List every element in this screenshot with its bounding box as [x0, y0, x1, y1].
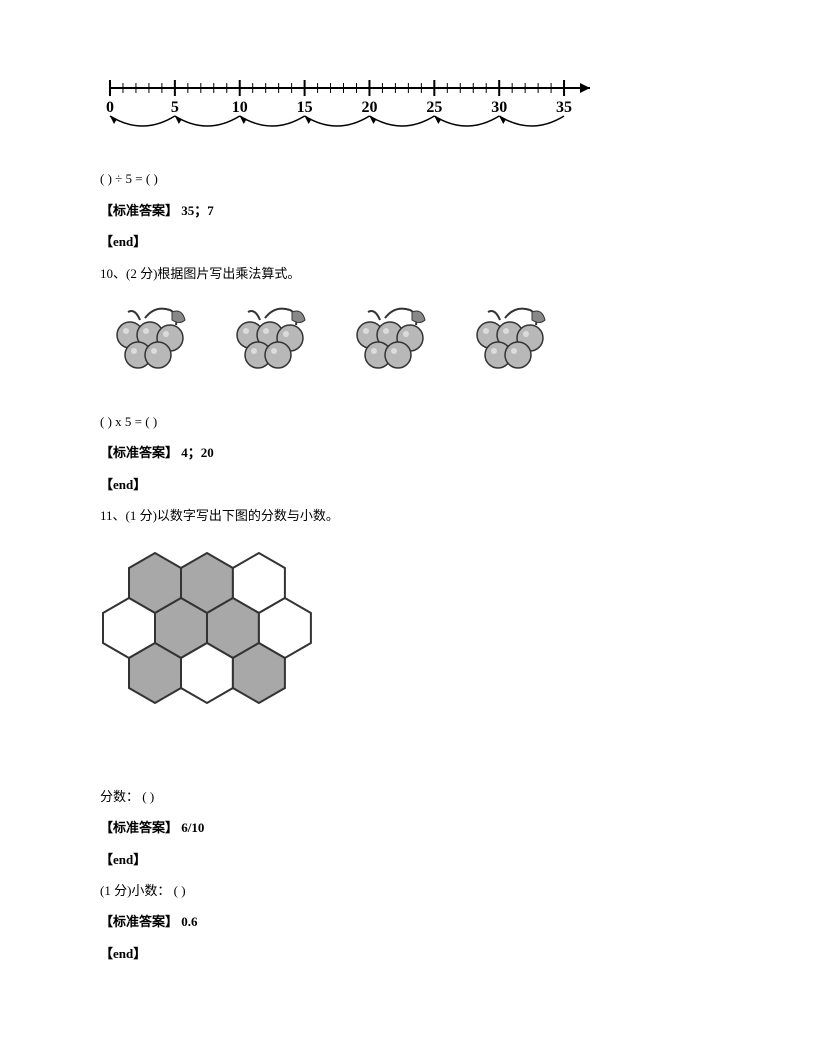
q9-answer-line: 【标准答案】 35；7 — [100, 199, 716, 222]
q11-fraction-answer-line: 【标准答案】 6/10 — [100, 816, 716, 839]
q11-number: 11、(1 分)以数字写出下图的分数与小数。 — [100, 504, 716, 527]
q10-number: 10、(2 分)根据图片写出乘法算式。 — [100, 262, 716, 285]
q11-decimal-label: (1 分)小数： ( ) — [100, 879, 716, 902]
q11-fraction-answer: 6/10 — [178, 820, 204, 835]
q10-answer: 4；20 — [178, 445, 214, 460]
q10-expression: ( ) x 5 = ( ) — [100, 410, 716, 433]
svg-text:15: 15 — [297, 99, 313, 116]
q9-end: 【end】 — [100, 230, 716, 253]
grape-bunch — [460, 300, 550, 390]
q11-decimal-answer-line: 【标准答案】 0.6 — [100, 910, 716, 933]
svg-text:25: 25 — [426, 99, 442, 116]
grape-bunch — [220, 300, 310, 390]
number-line-svg: 0 5 10 15 20 25 30 35 — [100, 70, 600, 140]
grapes-figure — [100, 300, 716, 390]
q11-end1: 【end】 — [100, 848, 716, 871]
q10-end: 【end】 — [100, 473, 716, 496]
hexagon-figure — [100, 543, 716, 770]
svg-text:10: 10 — [232, 99, 248, 116]
q11-fraction-label: 分数： ( ) — [100, 785, 716, 808]
q9-expression: ( ) ÷ 5 = ( ) — [100, 167, 716, 190]
q11-end2: 【end】 — [100, 942, 716, 965]
q9-answer-label: 【标准答案】 — [100, 203, 178, 218]
q11-decimal-answer: 0.6 — [178, 914, 198, 929]
svg-text:30: 30 — [491, 99, 507, 116]
grape-bunch — [100, 300, 190, 390]
q11-decimal-answer-label: 【标准答案】 — [100, 914, 178, 929]
hexagon-svg — [100, 543, 380, 763]
svg-text:0: 0 — [106, 99, 114, 116]
svg-text:5: 5 — [171, 99, 179, 116]
grape-bunch — [340, 300, 430, 390]
q11-fraction-answer-label: 【标准答案】 — [100, 820, 178, 835]
q9-answer: 35；7 — [178, 203, 214, 218]
q10-answer-label: 【标准答案】 — [100, 445, 178, 460]
svg-text:20: 20 — [361, 99, 377, 116]
number-line-figure: 0 5 10 15 20 25 30 35 — [100, 70, 716, 147]
q10-answer-line: 【标准答案】 4；20 — [100, 441, 716, 464]
svg-text:35: 35 — [556, 99, 572, 116]
